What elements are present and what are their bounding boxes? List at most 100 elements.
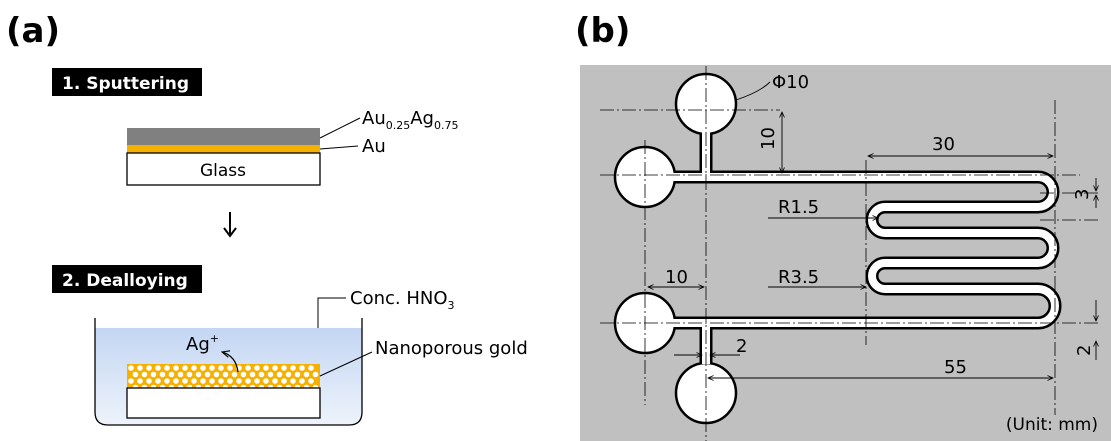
pore [132,371,139,378]
pore [159,371,166,378]
pore [227,365,233,371]
pore [195,371,202,378]
pore [177,371,184,378]
pore [299,378,305,384]
step1-label: 1. Sputtering [62,74,189,94]
acid-leader [317,297,346,328]
pore [299,365,305,371]
ion-release-arrow-icon [222,352,239,373]
pore [231,371,238,378]
pore [146,365,152,371]
pore [312,371,319,378]
gold-layer [127,145,320,153]
pore [191,365,197,371]
pore [245,365,251,371]
pore [254,365,260,371]
pore [200,378,206,384]
pore [164,365,170,371]
npg-label: Nanoporous gold [375,338,528,359]
pore [186,371,193,378]
pore [155,378,161,384]
pore [281,378,287,384]
pore [281,365,287,371]
pore [137,365,143,371]
panel-a: (a) 1. Sputtering Glass Au0.25Ag0.75 Au … [6,11,528,426]
pore [173,378,179,384]
unit-label: (Unit: mm) [1006,415,1098,435]
alloy-label: Au0.25Ag0.75 [362,108,458,132]
pore [128,378,134,384]
pore [249,371,256,378]
pore [209,378,215,384]
pore [290,365,296,371]
dim-2-vertical: 2 [1074,345,1095,356]
dim-10-vertical: 10 [758,127,779,150]
ag-ion-label: Ag+ [186,332,219,355]
pore [308,365,314,371]
pore [150,371,157,378]
npg-leader [319,351,373,377]
dim-2-channel: 2 [736,336,747,357]
au-leader [319,145,359,150]
dim-r3-5: R3.5 [778,267,819,288]
pore [213,371,220,378]
pore [182,378,188,384]
pore [267,371,274,378]
pore [218,365,224,371]
pore [240,371,247,378]
pore [191,378,197,384]
pore [254,378,260,384]
glass-substrate [126,152,321,186]
dim-30: 30 [932,134,955,155]
pore [227,378,233,384]
dim-phi10: Φ10 [772,72,809,93]
pore [182,365,188,371]
pore [222,371,229,378]
pore [272,378,278,384]
step2-label: 2. Dealloying [62,271,188,291]
pore [245,378,251,384]
glass-label: Glass [200,161,246,181]
pore [258,371,265,378]
pore [128,365,134,371]
pore [290,378,296,384]
process-arrow-icon [223,227,237,238]
panel-a-label: (a) [6,11,60,51]
chip-background [580,65,1111,441]
pore [303,371,310,378]
pore [146,378,152,384]
pore [164,378,170,384]
panel-b-label: (b) [575,11,630,51]
au-label: Au [362,136,386,157]
pore [308,378,314,384]
pore [294,371,301,378]
glass-substrate-2 [126,387,321,419]
pore [272,365,278,371]
pore [218,378,224,384]
pore [276,371,283,378]
pore [204,371,211,378]
pore [155,365,161,371]
dim-3: 3 [1072,189,1093,200]
step1-badge [52,68,202,96]
pore [200,365,206,371]
center-lines [600,66,1100,441]
pore [209,365,215,371]
panel-b: (b) [575,11,1111,441]
pore [168,371,175,378]
pore [236,378,242,384]
pore [263,378,269,384]
pore [141,371,148,378]
pore [173,365,179,371]
dim-r1-5: R1.5 [778,197,819,218]
alloy-leader [319,117,361,139]
dim-10-horizontal: 10 [665,267,688,288]
acid-label: Conc. HNO3 [350,288,455,312]
pore [137,378,143,384]
alloy-layer [127,128,320,145]
dim-55: 55 [944,357,967,378]
pore [263,365,269,371]
dimension-lines [648,81,1096,378]
step2-badge [52,265,202,293]
